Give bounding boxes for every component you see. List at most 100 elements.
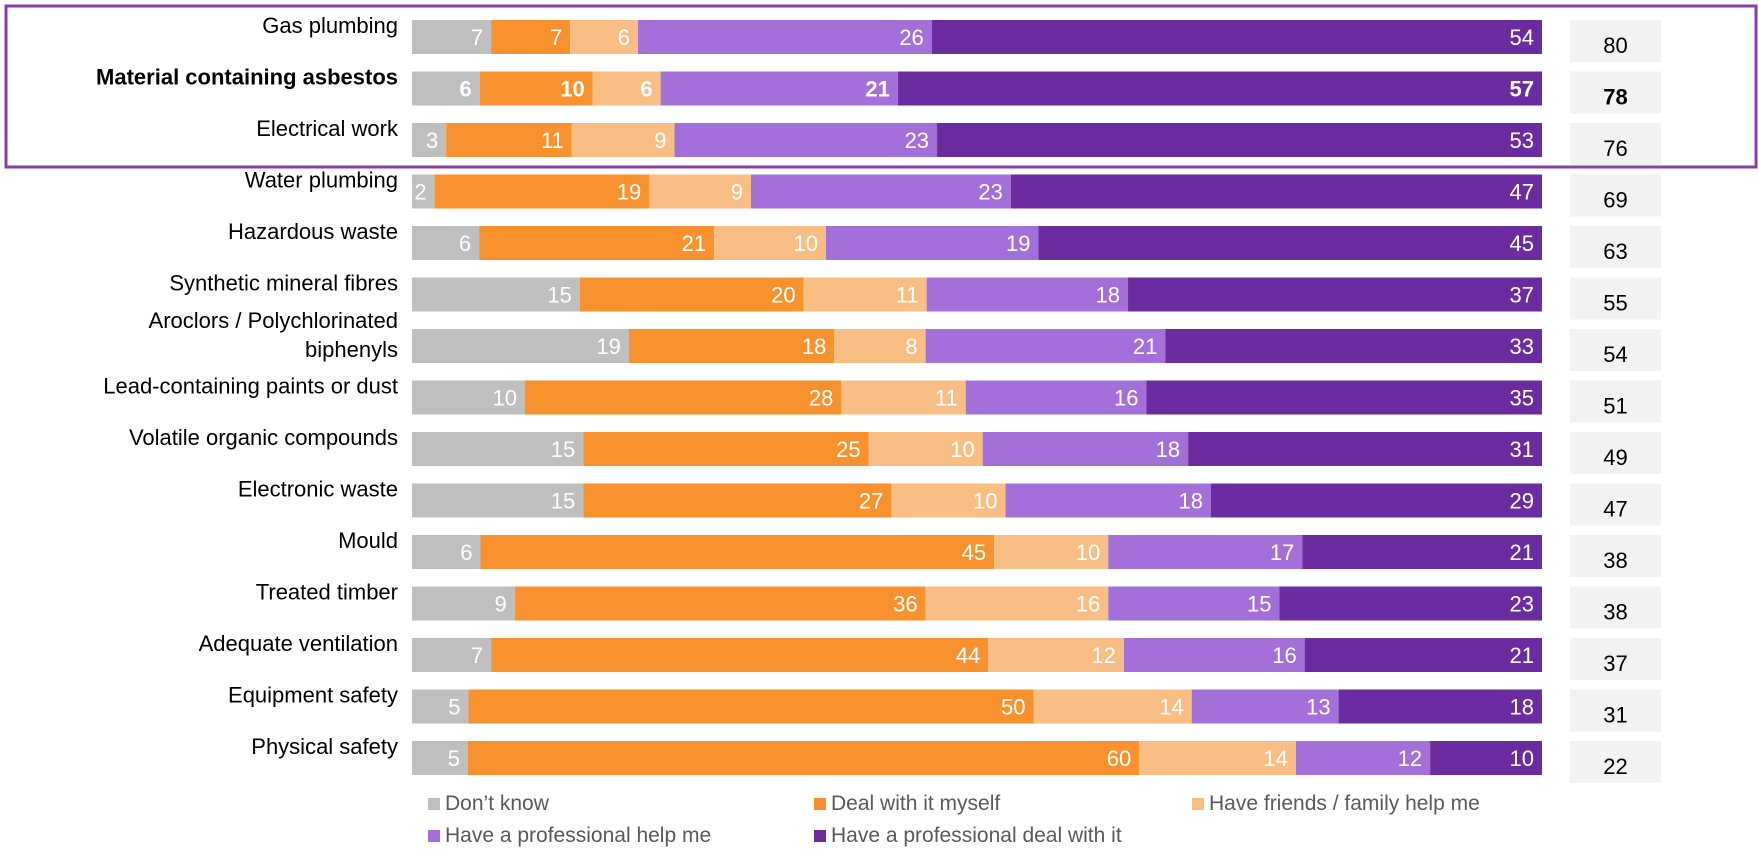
data-label-hazardous-waste-have-a-professional-deal-with-it: 45 bbox=[1510, 231, 1534, 256]
data-label-mould-have-a-professional-deal-with-it: 21 bbox=[1510, 540, 1534, 565]
legend-swatch-professional-deal bbox=[814, 830, 826, 842]
bar-segment-electrical-work-have-a-professional-deal-with-it bbox=[937, 123, 1542, 157]
total-box-electrical-work bbox=[1570, 123, 1661, 165]
bar-segment-physical-safety-don-t-know bbox=[412, 741, 468, 775]
data-label-adequate-ventilation-have-friends-family-help-me: 12 bbox=[1091, 643, 1115, 668]
total-box-aroclors-polychlorinated-biphenyls bbox=[1570, 329, 1661, 371]
legend-swatch-dont-know bbox=[428, 798, 440, 810]
data-label-mould-have-a-professional-help-me: 17 bbox=[1270, 540, 1294, 565]
data-label-electrical-work-have-a-professional-deal-with-it: 53 bbox=[1510, 128, 1534, 153]
data-label-lead-containing-paints-or-dust-have-a-professional-help-me: 16 bbox=[1114, 386, 1138, 411]
data-label-lead-containing-paints-or-dust-have-a-professional-deal-with-it: 35 bbox=[1510, 386, 1534, 411]
bar-segment-water-plumbing-have-friends-family-help-me bbox=[649, 174, 751, 209]
data-label-gas-plumbing-don-t-know: 7 bbox=[471, 25, 483, 50]
bar-segment-mould-have-friends-family-help-me bbox=[994, 535, 1109, 569]
total-box-adequate-ventilation bbox=[1570, 638, 1661, 680]
data-label-aroclors-polychlorinated-biphenyls-have-a-professional-deal-with-it: 33 bbox=[1510, 334, 1534, 359]
total-value-hazardous-waste: 63 bbox=[1603, 239, 1627, 264]
category-label-volatile-organic-compounds: Volatile organic compounds bbox=[129, 425, 398, 450]
bar-segment-lead-containing-paints-or-dust-deal-with-it-myself bbox=[525, 380, 842, 415]
total-value-volatile-organic-compounds: 49 bbox=[1603, 445, 1627, 470]
data-label-physical-safety-deal-with-it-myself: 60 bbox=[1107, 746, 1131, 771]
data-label-material-containing-asbestos-have-a-professional-deal-with-it: 57 bbox=[1510, 77, 1534, 102]
data-label-adequate-ventilation-have-a-professional-help-me: 16 bbox=[1272, 643, 1296, 668]
data-label-aroclors-polychlorinated-biphenyls-deal-with-it-myself: 18 bbox=[802, 334, 826, 359]
bar-segment-volatile-organic-compounds-have-a-professional-help-me bbox=[982, 432, 1189, 466]
data-label-material-containing-asbestos-don-t-know: 6 bbox=[460, 77, 472, 102]
total-value-adequate-ventilation: 37 bbox=[1603, 651, 1627, 676]
data-label-gas-plumbing-have-friends-family-help-me: 6 bbox=[618, 25, 630, 50]
data-label-treated-timber-have-friends-family-help-me: 16 bbox=[1076, 592, 1100, 617]
bar-segment-synthetic-mineral-fibres-deal-with-it-myself bbox=[579, 277, 804, 312]
total-value-equipment-safety: 31 bbox=[1603, 703, 1627, 728]
total-box-electronic-waste bbox=[1570, 483, 1661, 526]
bar-segment-treated-timber-have-a-professional-deal-with-it bbox=[1279, 586, 1542, 621]
total-box-equipment-safety bbox=[1570, 689, 1661, 732]
bar-segment-hazardous-waste-have-a-professional-deal-with-it bbox=[1038, 226, 1542, 260]
total-value-treated-timber: 38 bbox=[1603, 600, 1627, 625]
bar-segment-equipment-safety-deal-with-it-myself bbox=[468, 689, 1034, 724]
data-label-synthetic-mineral-fibres-have-a-professional-help-me: 18 bbox=[1096, 283, 1120, 308]
data-label-water-plumbing-have-a-professional-deal-with-it: 47 bbox=[1510, 180, 1534, 205]
legend-item-professional-deal: Have a professional deal with it bbox=[814, 824, 1122, 848]
legend-label-friends-family: Have friends / family help me bbox=[1209, 792, 1480, 815]
bar-segment-hazardous-waste-deal-with-it-myself bbox=[479, 226, 715, 260]
data-label-lead-containing-paints-or-dust-have-friends-family-help-me: 11 bbox=[935, 386, 958, 411]
data-label-hazardous-waste-have-friends-family-help-me: 10 bbox=[793, 231, 817, 256]
data-label-equipment-safety-don-t-know: 5 bbox=[448, 695, 460, 720]
legend-label-deal-myself: Deal with it myself bbox=[831, 792, 1001, 815]
legend-label-professional-help: Have a professional help me bbox=[445, 824, 712, 847]
total-value-material-containing-asbestos: 78 bbox=[1603, 85, 1627, 110]
bar-segment-treated-timber-have-friends-family-help-me bbox=[925, 586, 1109, 621]
legend-item-friends-family: Have friends / family help me bbox=[1192, 792, 1480, 816]
data-label-gas-plumbing-have-a-professional-help-me: 26 bbox=[899, 25, 923, 50]
total-box-hazardous-waste bbox=[1570, 226, 1661, 268]
data-label-treated-timber-deal-with-it-myself: 36 bbox=[893, 592, 917, 617]
bar-segment-treated-timber-deal-with-it-myself bbox=[514, 586, 926, 621]
data-label-electronic-waste-have-a-professional-help-me: 18 bbox=[1179, 489, 1203, 514]
category-label-equipment-safety: Equipment safety bbox=[228, 683, 398, 708]
bar-segment-adequate-ventilation-don-t-know bbox=[412, 638, 492, 672]
bar-segment-hazardous-waste-don-t-know bbox=[412, 226, 480, 260]
bar-segment-aroclors-polychlorinated-biphenyls-don-t-know bbox=[412, 329, 629, 363]
category-label-physical-safety: Physical safety bbox=[251, 734, 398, 759]
bar-segment-mould-have-a-professional-help-me bbox=[1108, 535, 1303, 569]
highlight-frame bbox=[4, 4, 1758, 169]
bar-segment-electrical-work-don-t-know bbox=[412, 123, 447, 157]
category-label-synthetic-mineral-fibres: Synthetic mineral fibres bbox=[169, 271, 398, 296]
bar-segment-adequate-ventilation-deal-with-it-myself bbox=[491, 638, 989, 672]
data-label-water-plumbing-have-a-professional-help-me: 23 bbox=[978, 180, 1002, 205]
bar-segment-adequate-ventilation-have-friends-family-help-me bbox=[988, 638, 1124, 672]
bar-segment-electronic-waste-have-friends-family-help-me bbox=[891, 483, 1006, 518]
bar-segment-gas-plumbing-have-friends-family-help-me bbox=[570, 20, 638, 54]
category-label-treated-timber: Treated timber bbox=[256, 580, 398, 605]
bar-segment-adequate-ventilation-have-a-professional-deal-with-it bbox=[1304, 638, 1542, 672]
bar-segment-treated-timber-don-t-know bbox=[412, 586, 515, 621]
bar-segment-electronic-waste-don-t-know bbox=[412, 483, 584, 518]
bar-segment-gas-plumbing-have-a-professional-help-me bbox=[638, 20, 932, 54]
data-label-aroclors-polychlorinated-biphenyls-have-a-professional-help-me: 21 bbox=[1133, 334, 1157, 359]
data-label-treated-timber-don-t-know: 9 bbox=[494, 592, 506, 617]
bar-segment-equipment-safety-have-a-professional-help-me bbox=[1191, 689, 1339, 724]
category-label-electronic-waste: Electronic waste bbox=[238, 477, 398, 502]
category-label-aroclors-polychlorinated-biphenyls: Aroclors / Polychlorinated biphenyls bbox=[149, 308, 398, 362]
data-label-adequate-ventilation-have-a-professional-deal-with-it: 21 bbox=[1510, 643, 1534, 668]
data-label-equipment-safety-have-a-professional-deal-with-it: 18 bbox=[1510, 695, 1534, 720]
bar-segment-equipment-safety-have-friends-family-help-me bbox=[1033, 689, 1192, 724]
bar-segment-physical-safety-deal-with-it-myself bbox=[467, 741, 1140, 775]
bar-segment-gas-plumbing-have-a-professional-deal-with-it bbox=[931, 20, 1542, 54]
bar-segment-synthetic-mineral-fibres-have-a-professional-deal-with-it bbox=[1128, 277, 1542, 312]
data-label-aroclors-polychlorinated-biphenyls-have-friends-family-help-me: 8 bbox=[905, 334, 917, 359]
data-label-electronic-waste-have-friends-family-help-me: 10 bbox=[973, 489, 997, 514]
data-label-hazardous-waste-don-t-know: 6 bbox=[459, 231, 471, 256]
category-label-mould: Mould bbox=[338, 528, 398, 553]
data-label-lead-containing-paints-or-dust-deal-with-it-myself: 28 bbox=[809, 386, 833, 411]
bar-segment-hazardous-waste-have-a-professional-help-me bbox=[825, 226, 1039, 260]
total-box-synthetic-mineral-fibres bbox=[1570, 277, 1661, 320]
data-label-equipment-safety-deal-with-it-myself: 50 bbox=[1001, 695, 1025, 720]
bar-segment-water-plumbing-have-a-professional-help-me bbox=[751, 174, 1011, 209]
total-value-gas-plumbing: 80 bbox=[1603, 33, 1627, 58]
data-label-volatile-organic-compounds-have-a-professional-help-me: 18 bbox=[1156, 437, 1180, 462]
data-label-physical-safety-have-a-professional-deal-with-it: 10 bbox=[1510, 746, 1534, 771]
total-box-gas-plumbing bbox=[1570, 20, 1661, 62]
